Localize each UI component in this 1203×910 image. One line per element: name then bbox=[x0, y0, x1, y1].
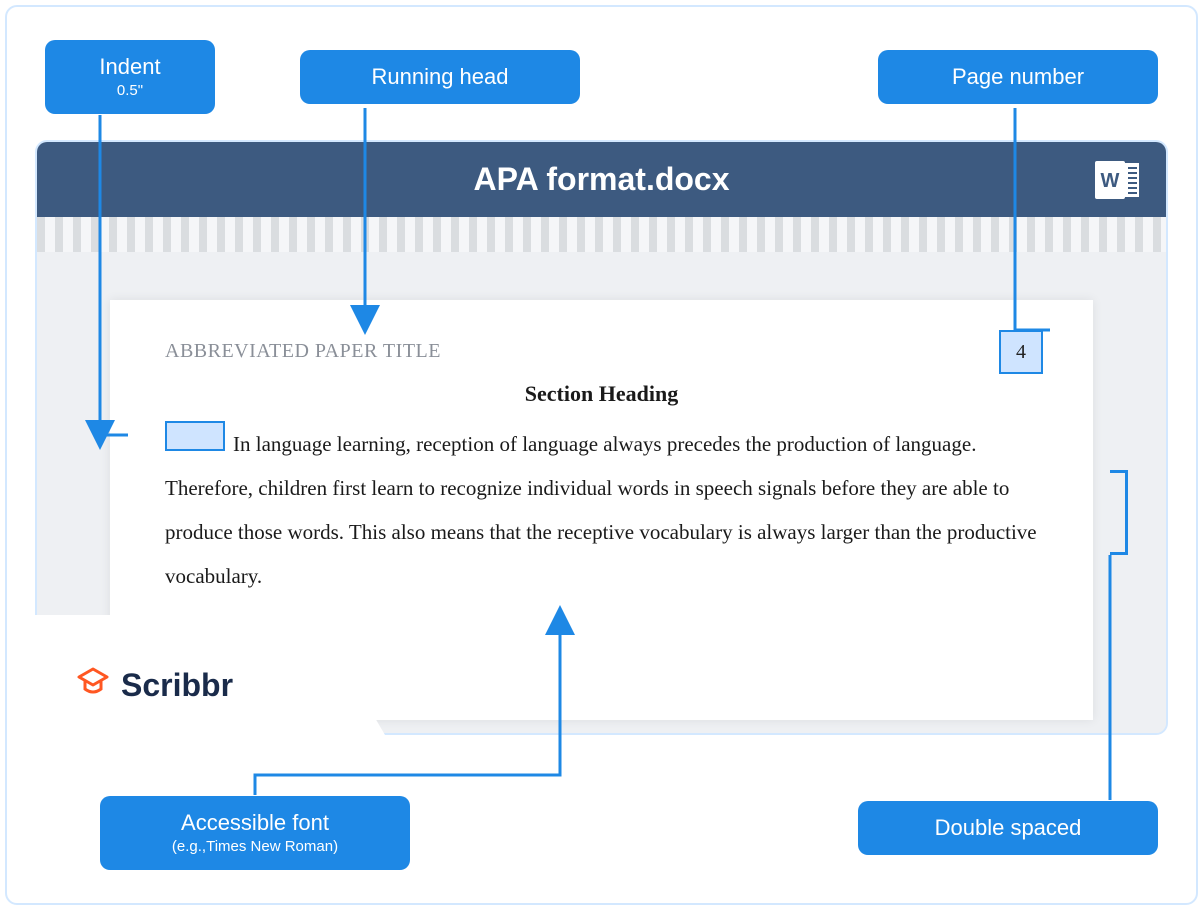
running-head-text: ABBREVIATED PAPER TITLE bbox=[165, 340, 1038, 363]
indent-highlight-box bbox=[165, 421, 225, 451]
page-number-value: 4 bbox=[1016, 341, 1026, 364]
label-indent-subtitle: 0.5" bbox=[73, 82, 187, 100]
label-page-number-title: Page number bbox=[952, 64, 1084, 89]
label-double-spaced: Double spaced bbox=[858, 801, 1158, 855]
double-space-bracket bbox=[1125, 470, 1128, 555]
scribbr-name: Scribbr bbox=[121, 667, 233, 704]
scribbr-icon bbox=[75, 663, 111, 707]
label-accessible-font-subtitle: (e.g.,Times New Roman) bbox=[128, 838, 382, 856]
word-icon: W bbox=[1095, 157, 1141, 203]
svg-text:W: W bbox=[1101, 170, 1120, 192]
page-number-box: 4 bbox=[999, 330, 1043, 374]
scribbr-logo: Scribbr bbox=[75, 663, 233, 707]
label-accessible-font-title: Accessible font bbox=[181, 810, 329, 835]
label-running-head-title: Running head bbox=[371, 64, 508, 89]
label-double-spaced-title: Double spaced bbox=[935, 815, 1082, 840]
body-paragraph: In language learning, reception of langu… bbox=[165, 421, 1038, 598]
label-accessible-font: Accessible font (e.g.,Times New Roman) bbox=[100, 796, 410, 870]
document-titlebar: APA format.docx W bbox=[37, 142, 1166, 217]
label-indent: Indent 0.5" bbox=[45, 40, 215, 114]
body-text: In language learning, reception of langu… bbox=[165, 432, 1037, 588]
label-running-head: Running head bbox=[300, 50, 580, 104]
label-page-number: Page number bbox=[878, 50, 1158, 104]
label-indent-title: Indent bbox=[99, 54, 160, 79]
ruler bbox=[37, 217, 1166, 252]
section-heading: Section Heading bbox=[165, 381, 1038, 407]
document-filename: APA format.docx bbox=[473, 161, 729, 198]
